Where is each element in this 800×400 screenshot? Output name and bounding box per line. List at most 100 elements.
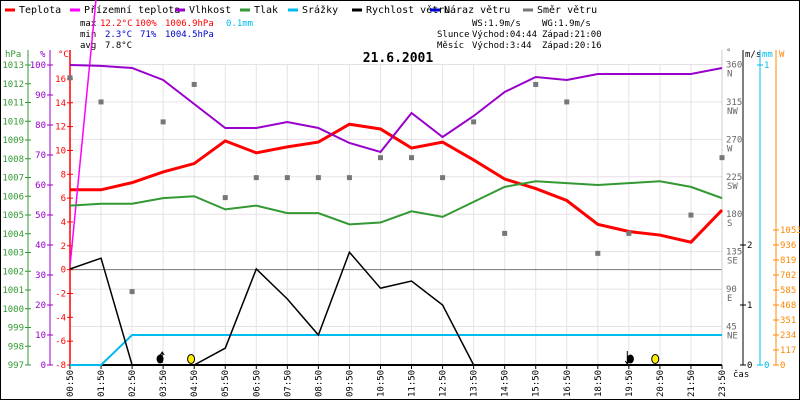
x-tick-label: 12:50: [439, 370, 449, 397]
pressure-tick-label: 1008: [2, 155, 24, 165]
moon-icon: [626, 354, 634, 364]
humidity-tick-label: 20: [35, 301, 46, 311]
wind-direction-point: [377, 155, 383, 161]
radiation-tick-label: 117: [780, 346, 796, 356]
humidity-tick-label: 50: [35, 211, 46, 221]
moon-label: Měsíc: [437, 41, 464, 51]
pressure-tick-label: 1010: [2, 117, 24, 127]
wind-tick-label: 2: [747, 241, 752, 251]
plot-area: [67, 0, 725, 366]
temperature-tick-label: 14: [55, 99, 66, 109]
humidity-tick-label: 0: [41, 361, 46, 371]
stats-min-hum: 71%: [140, 30, 157, 40]
legend-label: Tlak: [254, 5, 278, 16]
wind-direction-point: [315, 175, 321, 181]
pressure-tick-label: 1001: [2, 286, 24, 296]
axes: hPa1013101210111010100910081007100610051…: [2, 48, 800, 397]
x-tick-label: 05:50: [221, 370, 231, 397]
direction-compass-label: S: [727, 219, 732, 229]
wind-direction-point: [409, 155, 415, 161]
stats-min-temp: 2.3°C: [105, 30, 132, 40]
x-tick-label: 00:50: [66, 370, 76, 397]
moonrise-arrow-icon: [159, 351, 165, 363]
pressure-tick-label: 997: [8, 361, 24, 371]
stats-max-rain: 0.1mm: [226, 19, 253, 29]
pressure-unit: hPa: [5, 50, 21, 60]
stats-avg-label: avg: [80, 41, 96, 51]
stats-max-temp: 12.2°C: [100, 19, 133, 29]
legend-label: Srážky: [302, 4, 338, 16]
humidity-unit: %: [40, 50, 46, 60]
legend-label: Vlhkost: [189, 5, 231, 16]
x-tick-label: 06:50: [252, 370, 262, 397]
pressure-tick-label: 1004: [2, 230, 24, 240]
humidity-tick-label: 80: [35, 121, 46, 131]
x-tick-label: 03:50: [159, 370, 169, 397]
x-axis-label: čas: [733, 369, 749, 380]
radiation-tick-label: 468: [780, 301, 796, 311]
direction-compass-label: SE: [727, 257, 738, 267]
wind-direction-point: [564, 99, 570, 105]
wind-direction-point: [688, 212, 694, 218]
pressure-tick-label: 1003: [2, 249, 24, 259]
humidity-tick-label: 40: [35, 241, 46, 251]
x-tick-label: 14:50: [501, 370, 511, 397]
temperature-tick-label: 6: [61, 194, 66, 204]
x-tick-label: 04:50: [190, 370, 200, 397]
legend-label: Rychlost větru: [366, 4, 450, 16]
legend-label: Směr větru: [537, 4, 597, 16]
legend: Teplota Přízemní teplota Vlhkost Tlak Srážky…: [5, 4, 597, 16]
pressure-tick-label: 1013: [2, 61, 24, 71]
direction-compass-label: E: [727, 294, 732, 304]
wind-direction-point: [533, 81, 539, 87]
humidity-tick-label: 100: [30, 61, 46, 71]
direction-tick-label: 270: [726, 135, 742, 145]
pressure-tick-label: 1006: [2, 192, 24, 202]
humidity-tick-label: 90: [35, 91, 46, 101]
radiation-tick-label: 819: [780, 256, 796, 266]
sun-label: Slunce: [437, 30, 470, 40]
x-tick-label: 13:50: [470, 370, 480, 397]
humidity-tick-label: 30: [35, 271, 46, 281]
x-tick-label: 16:50: [563, 370, 573, 397]
wind-direction-point: [222, 195, 228, 201]
pressure-tick-label: 1007: [2, 174, 24, 184]
direction-tick-label: 225: [726, 173, 742, 183]
temperature-tick-label: 4: [61, 218, 66, 228]
direction-compass-label: NW: [727, 107, 738, 117]
radiation-tick-label: 234: [780, 331, 796, 341]
stats-box: max min avg 12.2°C 100% 1006.9hPa 0.1mm …: [80, 19, 602, 51]
x-tick-label: 07:50: [283, 370, 293, 397]
direction-tick-label: 180: [726, 210, 742, 220]
stats-max-hum: 100%: [135, 19, 157, 29]
humidity-tick-label: 10: [35, 331, 46, 341]
humidity-tick-label: 60: [35, 181, 46, 191]
temperature-tick-label: -8: [55, 361, 66, 371]
wind-tick-label: 1: [747, 301, 752, 311]
temperature-unit: °C: [58, 50, 69, 60]
radiation-tick-label: 351: [780, 316, 796, 326]
wind-gust-max: WG:1.9m/s: [542, 19, 591, 29]
x-tick-label: 15:50: [532, 370, 542, 397]
x-tick-label: 09:50: [345, 370, 355, 397]
wind-direction-point: [67, 75, 73, 81]
radiation-unit: W: [779, 50, 785, 60]
wind-unit: m/s: [745, 50, 761, 60]
x-tick-label: 02:50: [128, 370, 138, 397]
sunrise: Východ:04:44: [472, 30, 537, 40]
direction-tick-label: 90: [726, 285, 737, 295]
wind-speed-max: WS:1.9m/s: [472, 19, 521, 29]
pressure-tick-label: 1002: [2, 267, 24, 277]
wind-direction-point: [191, 81, 197, 87]
wind-direction-point: [253, 175, 259, 181]
rain-tick-label: 1: [764, 61, 769, 71]
x-tick-label: 08:50: [314, 370, 324, 397]
series-srážky: [70, 334, 722, 366]
wind-tick-label: 0: [747, 361, 752, 371]
pressure-tick-label: 1000: [2, 305, 24, 315]
direction-tick-label: 360: [726, 60, 742, 70]
moonset: Západ:20:16: [542, 41, 602, 51]
temperature-tick-label: 8: [61, 170, 66, 180]
direction-compass-label: NE: [727, 332, 738, 342]
legend-label: Teplota: [19, 5, 61, 16]
